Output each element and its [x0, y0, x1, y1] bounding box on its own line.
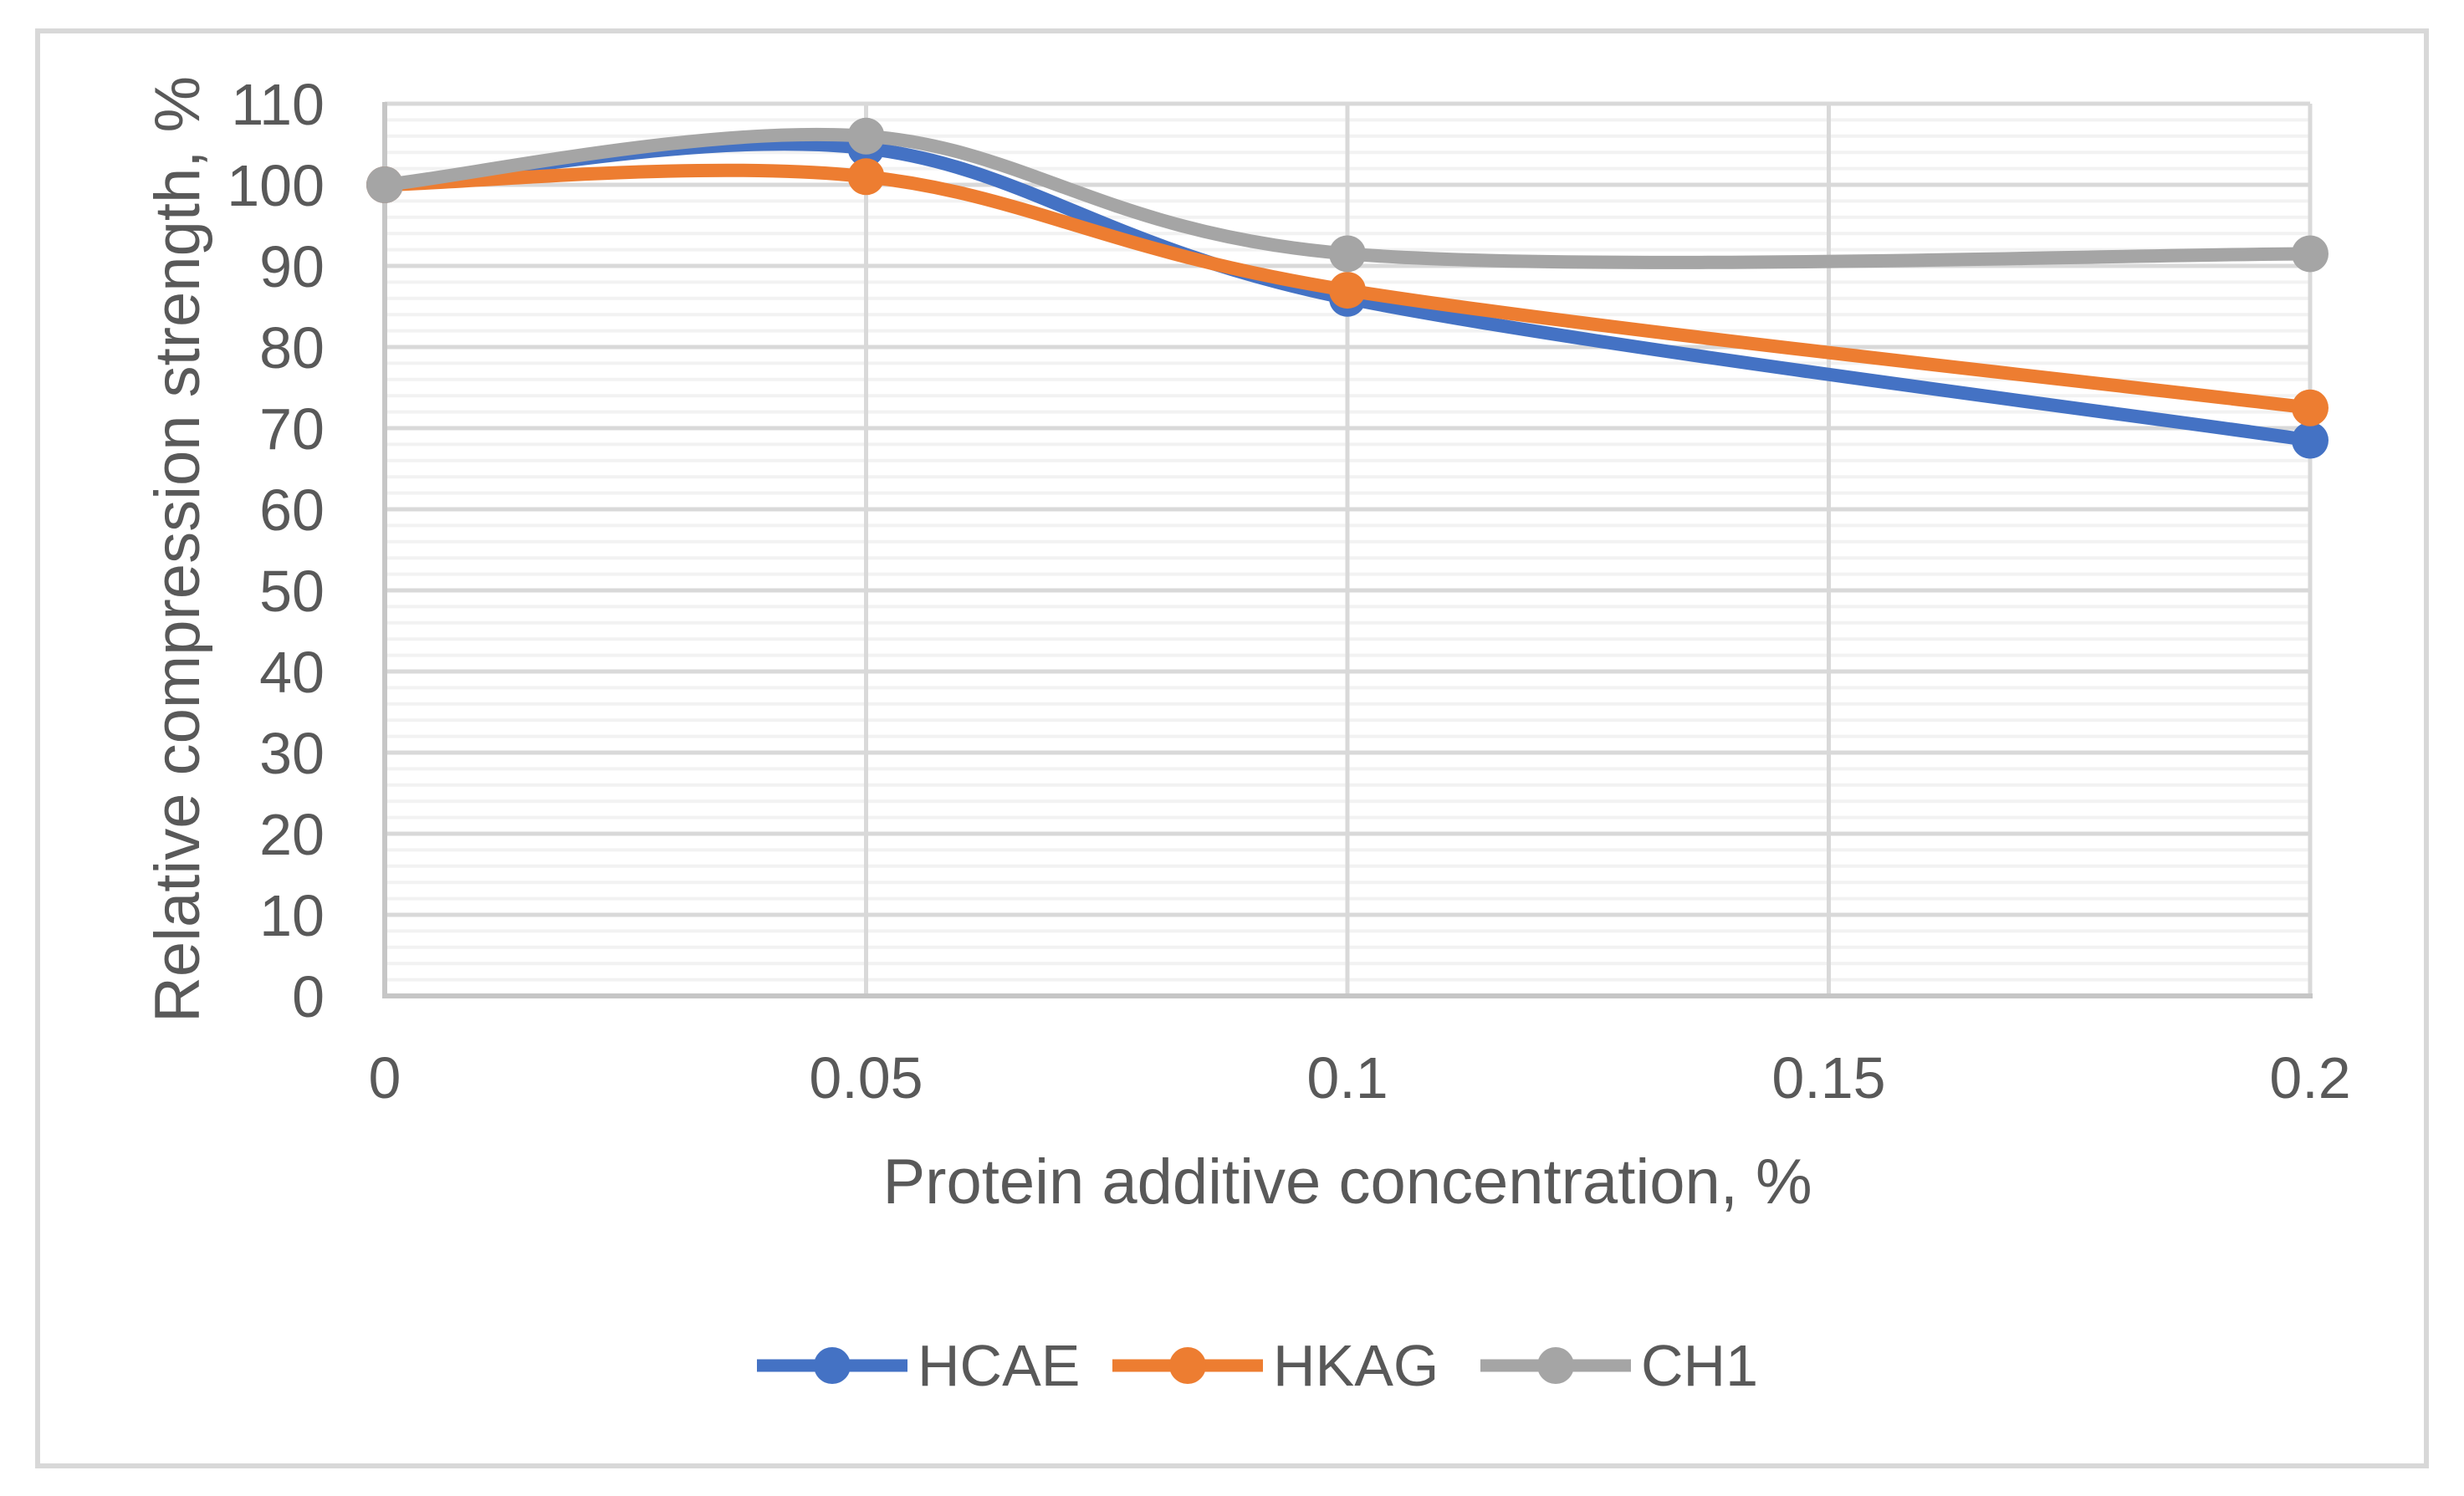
legend-circle	[814, 1347, 851, 1384]
y-tick-label: 10	[259, 883, 325, 948]
y-tick-label: 40	[259, 640, 325, 705]
series-line-ch1	[378, 127, 2317, 269]
x-tick-label: 0	[369, 1045, 401, 1111]
y-tick-label: 0	[292, 964, 325, 1029]
legend-marker-hcae	[757, 1347, 907, 1384]
data-point-ch1-3	[2292, 235, 2329, 273]
y-tick-label: 100	[227, 153, 325, 218]
legend-label-hcae: HCAE	[918, 1333, 1081, 1398]
legend-marker-ch1	[1480, 1347, 1631, 1384]
y-tick-label: 90	[259, 234, 325, 299]
y-tick-label: 30	[259, 721, 325, 786]
legend-circle	[1537, 1347, 1574, 1384]
legend-item-ch1: CH1	[1480, 1333, 1759, 1398]
y-tick-label: 80	[259, 315, 325, 380]
y-tick-label: 20	[259, 802, 325, 867]
legend-marker-hkag	[1112, 1347, 1263, 1384]
legend-label-hkag: HKAG	[1273, 1333, 1439, 1398]
x-tick-label: 0.05	[809, 1045, 923, 1111]
legend-circle	[1169, 1347, 1206, 1384]
data-point-ch1-1	[847, 117, 885, 155]
y-tick-label: 50	[259, 559, 325, 624]
x-axis-title: Protein additive concentration, %	[882, 1146, 1812, 1218]
data-point-ch1-0	[366, 166, 403, 203]
data-point-hkag-2	[1329, 272, 1366, 309]
data-point-hkag-3	[2292, 389, 2329, 426]
data-point-ch1-2	[1329, 235, 1366, 273]
x-tick-label: 0.15	[1771, 1045, 1885, 1111]
legend-item-hcae: HCAE	[757, 1333, 1081, 1398]
data-point-hkag-1	[847, 158, 885, 196]
y-tick-label: 110	[231, 72, 325, 137]
series-line-hkag	[378, 163, 2317, 415]
x-tick-label: 0.1	[1306, 1045, 1388, 1111]
legend-item-hkag: HKAG	[1112, 1333, 1439, 1398]
y-tick-label: 70	[259, 396, 325, 462]
y-axis-title: Relative compression strength, %	[142, 75, 213, 1024]
y-tick-label: 60	[259, 477, 325, 543]
legend-label-ch1: CH1	[1641, 1333, 1759, 1398]
x-tick-label: 0.2	[2269, 1045, 2350, 1111]
data-point-hcae-3	[2292, 421, 2329, 459]
